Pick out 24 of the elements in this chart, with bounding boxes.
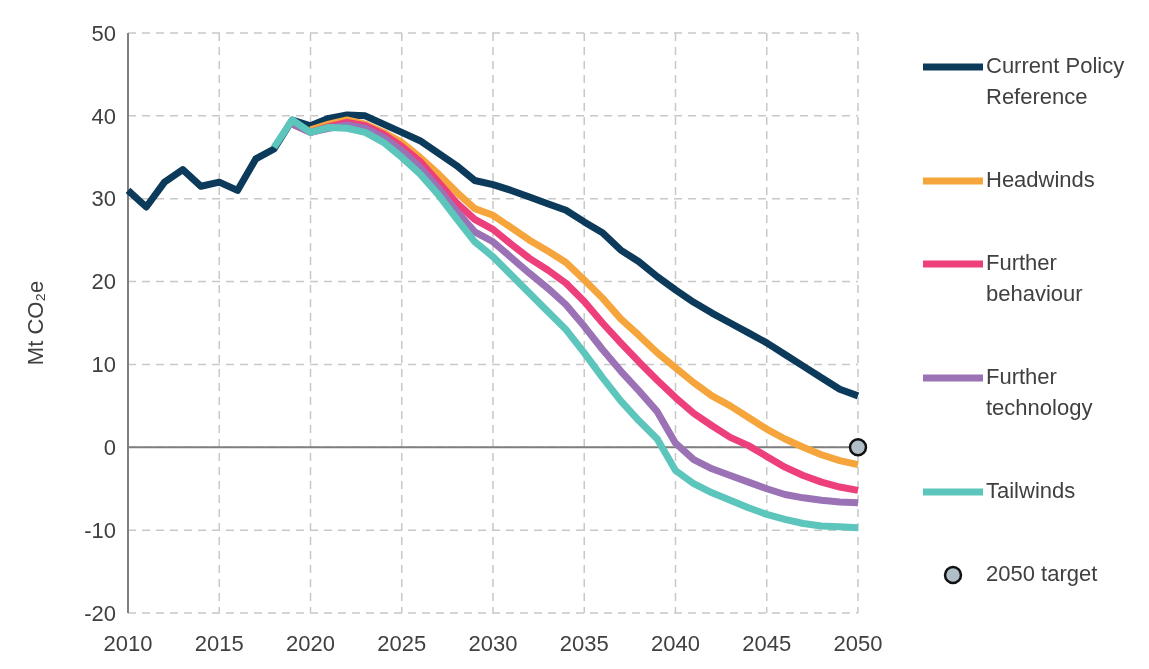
x-tick-label: 2030 [468,631,518,656]
x-tick-label: 2040 [651,631,700,656]
legend-label: Headwinds [986,167,1095,192]
x-tick-label: 2045 [742,631,792,656]
x-tick-label: 2035 [559,631,609,656]
y-tick-label: 50 [91,20,116,46]
y-tick-label: 0 [103,434,116,460]
x-tick-label: 2015 [194,631,244,656]
y-tick-label: 30 [91,186,116,212]
y-tick-label: 10 [91,352,116,378]
y-tick-label: 20 [91,269,116,295]
x-tick-label: 2050 [833,631,883,656]
legend-label: 2050 target [986,561,1098,586]
y-tick-label: -20 [84,600,116,626]
y-tick-label: -10 [84,517,116,543]
legend-label: Current Policy Reference [986,53,1125,109]
legend-label: Further behaviour [986,250,1083,306]
y-tick-label: 40 [91,103,116,129]
y-axis-title: Mt CO₂e [23,280,48,366]
x-tick-label: 2010 [103,631,153,656]
legend-label: Further technology [986,364,1093,420]
legend-label: Tailwinds [986,478,1076,503]
x-tick-label: 2020 [286,631,335,656]
x-tick-label: 2025 [377,631,427,656]
